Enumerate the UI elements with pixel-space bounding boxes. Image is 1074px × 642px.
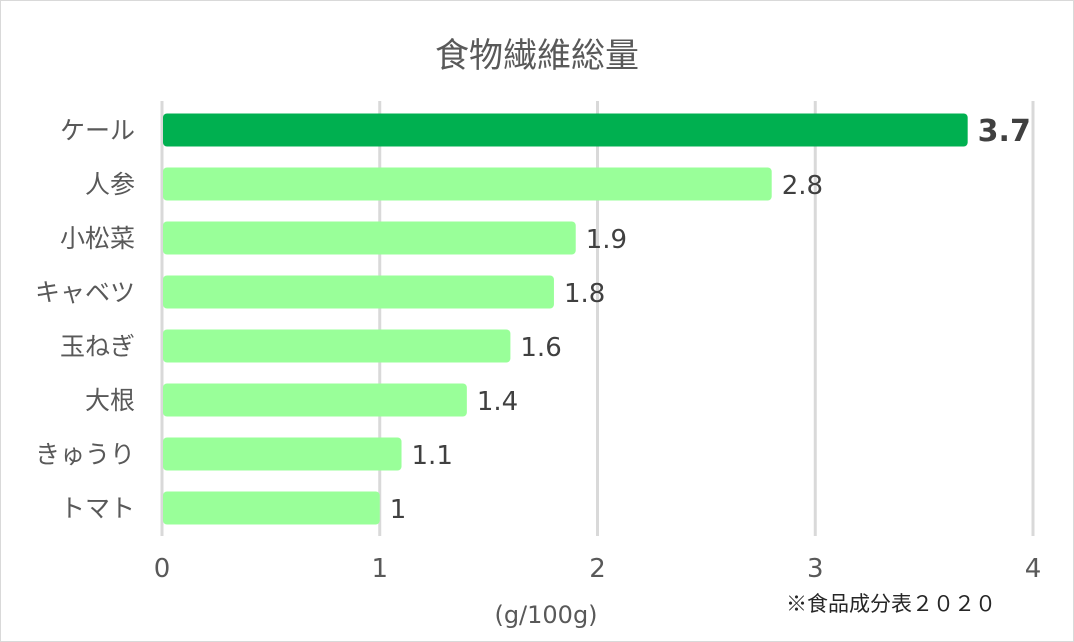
bar-layer: [163, 113, 968, 525]
value-labels: 3.7 2.8 1.9 1.81.61.4 1.11: [390, 114, 1031, 525]
category-label: 大根: [85, 386, 135, 415]
data-label: 1: [390, 495, 407, 525]
x-axis-label: (g/100g): [494, 601, 597, 629]
data-label: 1.8: [564, 279, 605, 309]
bar-4: [163, 275, 554, 309]
category-label: 小松菜: [60, 224, 135, 253]
bar-3: [163, 221, 576, 255]
bar-2: [163, 167, 772, 201]
chart-title: 食物繊維総量: [435, 36, 639, 76]
data-label: 1.6: [520, 333, 561, 363]
category-label: ケール: [60, 116, 135, 145]
category-label: 玉ねぎ: [60, 332, 135, 361]
x-tick-label: 2: [589, 554, 606, 584]
category-label: 人参: [85, 170, 135, 199]
data-label: 1.4: [477, 387, 518, 417]
data-label: 3.7: [978, 114, 1031, 149]
category-label: きゅうり: [35, 440, 135, 469]
category-label: キャベツ: [35, 278, 135, 307]
x-tick-label: 0: [154, 554, 171, 584]
grid-layer: [160, 101, 1035, 536]
x-tick-label: 4: [1025, 554, 1042, 584]
bar-7: [163, 437, 402, 471]
bar-8: [163, 491, 380, 525]
data-label: 1.9: [586, 225, 627, 255]
x-tick-label: 1: [371, 554, 388, 584]
bar-1: [163, 113, 968, 147]
x-tick-label: 3: [807, 554, 824, 584]
bar-5: [163, 329, 511, 363]
data-label: 1.1: [412, 441, 453, 471]
data-label: 2.8: [782, 171, 823, 201]
bar-6: [163, 383, 467, 417]
source-note: ※食品成分表２０２０: [786, 592, 996, 616]
x-tick-labels: 0 1 2 3 4: [154, 554, 1042, 584]
category-label: トマト: [60, 494, 135, 523]
